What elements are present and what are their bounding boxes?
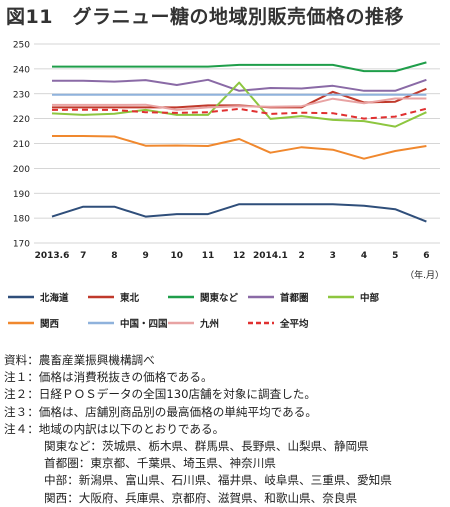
note-line: 首都圏：東京都、千葉県、埼玉県、神奈川県: [44, 456, 276, 471]
note-line: 注３：価格は、店舗別商品別の最高価格の単純平均である。: [4, 404, 317, 419]
y-tick-label: 170: [13, 240, 30, 250]
note-line: 注１：価格は消費税抜きの価格である。: [4, 370, 213, 385]
y-tick-label: 250: [13, 41, 30, 51]
x-tick-label: 12: [233, 251, 246, 261]
series-line-2: [52, 61, 427, 73]
note-line: 資料：農畜産業振興機構調べ: [4, 353, 155, 367]
x-tick-label: 10: [171, 251, 184, 261]
x-tick-label: 2: [298, 251, 304, 261]
y-axis-ticks: 170 180 190 200 210 220 230 240 250: [13, 41, 30, 250]
note-line: 注２：日経ＰＯＳデータの全国130店舗を対象に調査した。: [4, 387, 316, 402]
x-axis-ticks: 2013.6 7 8 9 10 11 12 2014.1 2 3 4 5 6 （年.月）: [35, 251, 444, 281]
x-tick-label: 2014.1: [253, 251, 288, 261]
chart-title: 図11 グラニュー糖の地域別販売価格の推移: [6, 6, 404, 28]
legend-label: 九州: [199, 318, 219, 330]
notes-section: 資料：農畜産業振興機構調べ注１：価格は消費税抜きの価格である。注２：日経ＰＯＳデ…: [4, 352, 392, 507]
legend-label: 中部: [360, 292, 380, 304]
y-tick-label: 200: [13, 165, 30, 175]
x-tick-label: 9: [142, 251, 148, 261]
series-line-5: [52, 135, 427, 160]
series-line-7: [52, 97, 427, 111]
line-chart: 170 180 190 200 210 220 230 240 250 2013.6 7 8 9 10 1…: [8, 41, 444, 330]
series-lines: [51, 61, 427, 223]
note-line: 中部：新潟県、富山県、石川県、福井県、岐阜県、三重県、愛知県: [44, 473, 392, 488]
y-tick-label: 210: [13, 140, 30, 150]
legend-label: 首都圏: [280, 292, 309, 304]
x-tick-label: 3: [330, 251, 336, 261]
legend-label: 中国・四国: [120, 318, 168, 330]
y-tick-label: 190: [13, 190, 30, 200]
x-tick-label: 8: [111, 251, 117, 261]
x-tick-label: 4: [361, 251, 367, 261]
series-line-0: [51, 203, 427, 223]
y-tick-label: 240: [13, 65, 30, 75]
legend-label: 全平均: [279, 318, 309, 330]
legend-label: 関東など: [200, 292, 239, 304]
x-tick-label: 7: [80, 251, 86, 261]
x-tick-label: 2013.6: [35, 251, 70, 261]
legend-label: 関西: [40, 319, 60, 330]
y-tick-label: 180: [13, 215, 30, 225]
y-tick-label: 230: [13, 90, 30, 100]
series-line-4: [51, 81, 427, 128]
x-tick-label: 5: [392, 251, 398, 261]
x-tick-label: 11: [202, 251, 215, 261]
note-line: 関東など：茨城県、栃木県、群馬県、長野県、山梨県、静岡県: [44, 439, 369, 454]
x-unit-label: （年.月）: [405, 269, 444, 281]
note-line: 関西：大阪府、兵庫県、京都府、滋賀県、和歌山県、奈良県: [44, 490, 358, 505]
legend-label: 北海道: [40, 292, 69, 304]
x-tick-label: 6: [423, 251, 429, 261]
series-line-8: [51, 107, 427, 120]
gridlines: [34, 43, 440, 244]
series-line-3: [52, 78, 427, 92]
legend-label: 東北: [119, 292, 140, 304]
note-line: 注４：地域の内訳は以下のとおりである。: [4, 421, 225, 436]
y-tick-label: 220: [13, 115, 30, 125]
